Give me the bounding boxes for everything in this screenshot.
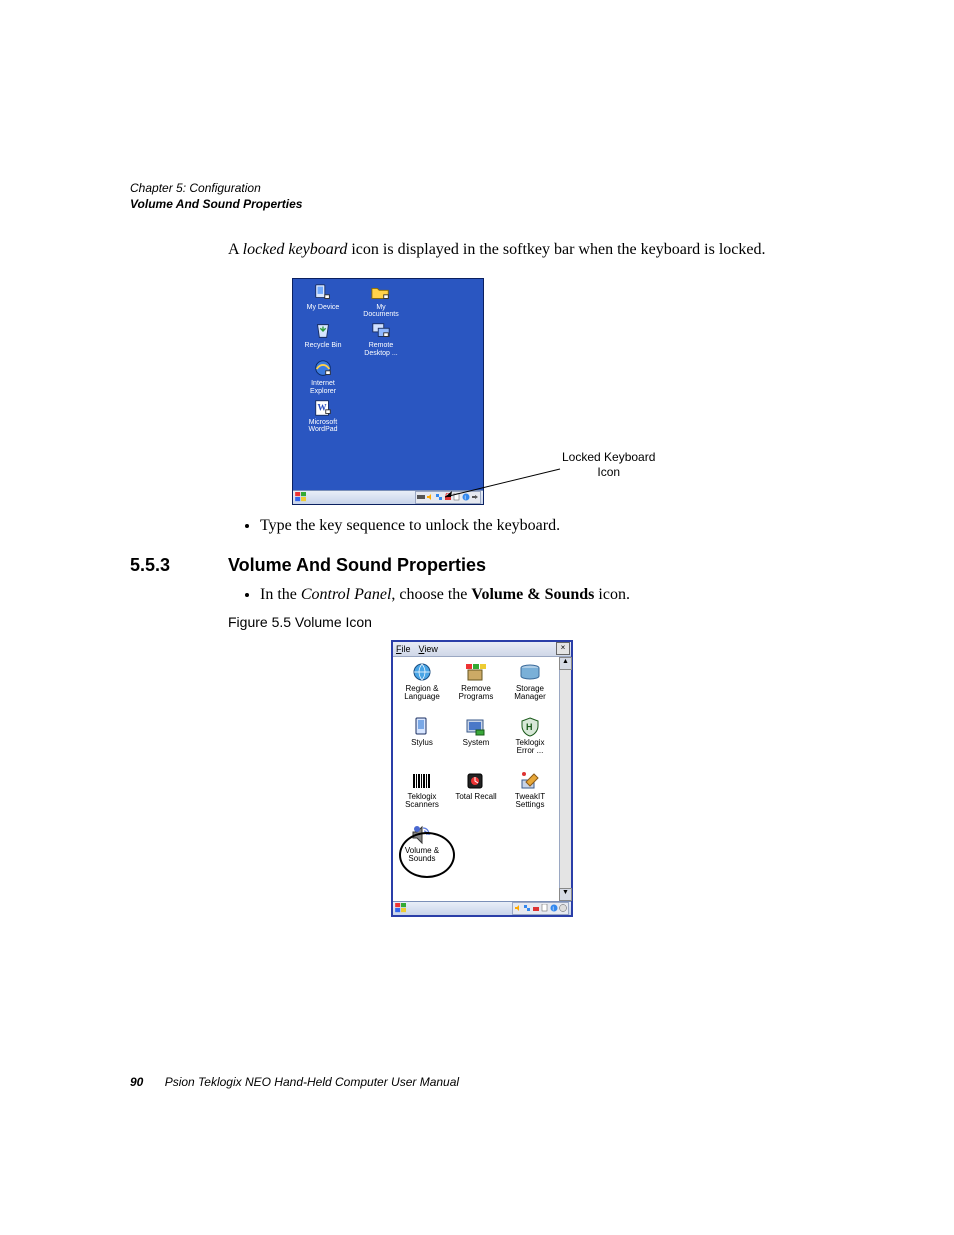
tweak-icon: [518, 770, 542, 792]
desktop-icon-empty: [353, 359, 409, 395]
tray-plug-icon: [471, 493, 479, 501]
tray-sound-icon: [426, 493, 434, 501]
system-icon: [464, 716, 488, 738]
bullet-list-2: In the Control Panel, choose the Volume …: [260, 586, 834, 604]
svg-text:H: H: [526, 722, 533, 732]
locked-keyboard-phrase: locked keyboard: [243, 241, 348, 258]
volume-sounds-phrase: Volume & Sounds: [471, 586, 594, 603]
cp-system-tray[interactable]: i: [512, 902, 569, 915]
cp-item-remove-programs[interactable]: Remove Programs: [449, 659, 503, 713]
cp-item-total-recall[interactable]: Total Recall: [449, 767, 503, 821]
desktop-icon-my-device[interactable]: My Device: [295, 283, 351, 319]
recycle-icon: [312, 321, 334, 341]
menu-file[interactable]: File: [396, 644, 411, 654]
scroll-down-button[interactable]: ▼: [559, 888, 572, 901]
stylus-icon: [410, 716, 434, 738]
cp-item-tweakit[interactable]: TweakIT Settings: [503, 767, 557, 821]
control-panel-menubar: File View ×: [393, 642, 571, 657]
windows-flag-icon: [295, 492, 307, 502]
tray-net-icon: [435, 493, 443, 501]
cp-start-button[interactable]: [395, 903, 407, 913]
cp-item-stylus[interactable]: Stylus: [395, 713, 449, 767]
cp-item-teklogix-error[interactable]: H Teklogix Error ...: [503, 713, 557, 767]
desktop-icon-recycle-bin[interactable]: Recycle Bin: [295, 321, 351, 357]
section-heading: 5.5.3 Volume And Sound Properties: [130, 555, 834, 576]
system-tray[interactable]: i: [415, 491, 481, 504]
bullet-list-1: Type the key sequence to unlock the keyb…: [260, 517, 834, 535]
cp-item-system[interactable]: System: [449, 713, 503, 767]
tray-lock-icon: [532, 904, 540, 912]
tray-sound-icon: [514, 904, 522, 912]
tray-time-icon: [559, 904, 567, 912]
tray-doc-icon: [541, 904, 549, 912]
remote-icon: [370, 321, 392, 341]
section-title: Volume And Sound Properties: [228, 555, 486, 576]
cp-item-region-language[interactable]: Region & Language: [395, 659, 449, 713]
svg-text:i: i: [465, 496, 466, 502]
desktop-icon-my-documents[interactable]: My Documents: [353, 283, 409, 319]
bullet-control-panel: In the Control Panel, choose the Volume …: [260, 586, 834, 604]
tray-info-icon: i: [462, 493, 470, 501]
ce-desktop: My Device My Documents Recycle Bin Remot…: [292, 278, 484, 505]
desktop-icon-wordpad[interactable]: W Microsoft WordPad: [295, 398, 351, 434]
scrollbar[interactable]: ▲ ▼: [559, 657, 571, 901]
volume-icon: [410, 824, 434, 846]
bullet-unlock: Type the key sequence to unlock the keyb…: [260, 517, 834, 535]
ie-icon: [312, 359, 334, 379]
shield-icon: H: [518, 716, 542, 738]
ce-taskbar[interactable]: i: [293, 490, 483, 504]
page-footer: 90 Psion Teklogix NEO Hand-Held Computer…: [130, 1075, 459, 1089]
section-line: Volume And Sound Properties: [130, 196, 834, 212]
intro-paragraph: A locked keyboard icon is displayed in t…: [228, 238, 834, 261]
remove-icon: [464, 662, 488, 684]
page-header: Chapter 5: Configuration Volume And Soun…: [130, 180, 834, 212]
figure-caption: Figure 5.5 Volume Icon: [228, 614, 834, 630]
page-number: 90: [130, 1075, 143, 1089]
svg-text:W: W: [318, 402, 327, 412]
chapter-line: Chapter 5: Configuration: [130, 180, 834, 196]
desktop-icon-remote-desktop[interactable]: Remote Desktop ...: [353, 321, 409, 357]
section-number: 5.5.3: [130, 555, 204, 576]
control-panel-grid: Region & Language Remove Programs Storag…: [393, 657, 559, 901]
close-button[interactable]: ×: [556, 642, 570, 655]
tray-lock-icon: [444, 493, 452, 501]
cp-item-storage-manager[interactable]: Storage Manager: [503, 659, 557, 713]
start-button[interactable]: [295, 492, 307, 502]
barcode-icon: [410, 770, 434, 792]
svg-text:i: i: [553, 907, 554, 913]
control-panel-window: File View × Region & Language Remove Pro…: [391, 640, 573, 917]
recall-icon: [464, 770, 488, 792]
scroll-up-button[interactable]: ▲: [559, 657, 572, 670]
desktop-icon-internet-explorer[interactable]: Internet Explorer: [295, 359, 351, 395]
disk-icon: [518, 662, 542, 684]
tray-doc-icon: [453, 493, 461, 501]
globe-icon: [410, 662, 434, 684]
control-panel-phrase: Control Panel: [301, 586, 392, 603]
tray-info-icon: i: [550, 904, 558, 912]
windows-flag-icon: [395, 903, 407, 913]
ce-desktop-icons: My Device My Documents Recycle Bin Remot…: [293, 279, 483, 439]
ce-desktop-figure: My Device My Documents Recycle Bin Remot…: [282, 278, 682, 505]
cp-taskbar[interactable]: i: [393, 901, 571, 915]
tray-keyboard-icon: [417, 493, 425, 501]
folder-icon: [370, 283, 392, 303]
locked-keyboard-callout: Locked Keyboard Icon: [562, 450, 655, 481]
tray-net-icon: [523, 904, 531, 912]
menu-view[interactable]: View: [419, 644, 438, 654]
cp-item-volume-sounds[interactable]: Volume & Sounds: [395, 821, 449, 875]
wordpad-icon: W: [312, 398, 334, 418]
device-icon: [312, 283, 334, 303]
cp-item-teklogix-scanners[interactable]: Teklogix Scanners: [395, 767, 449, 821]
footer-text: Psion Teklogix NEO Hand-Held Computer Us…: [165, 1075, 459, 1089]
